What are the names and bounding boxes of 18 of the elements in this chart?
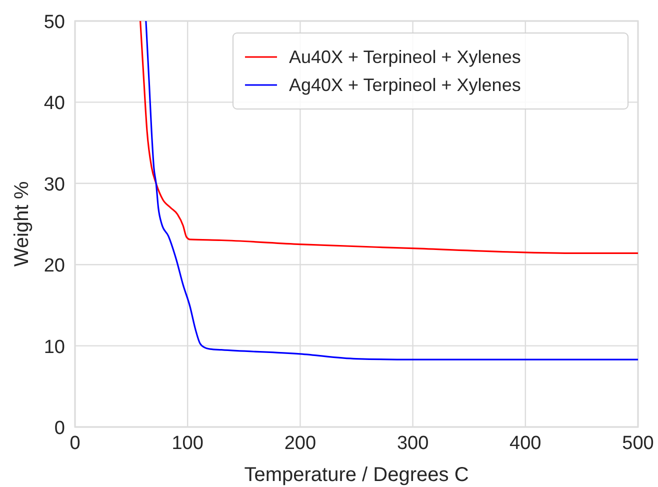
- x-axis-title: Temperature / Degrees C: [244, 464, 469, 486]
- y-tick-label: 10: [44, 336, 65, 358]
- line-series: [140, 21, 638, 254]
- y-tick-label: 50: [44, 12, 65, 33]
- y-axis-title: Weight %: [11, 181, 33, 267]
- y-tick-label: 0: [54, 418, 65, 439]
- legend-label: Au40X + Terpineol + Xylenes: [289, 47, 521, 67]
- x-tick-label: 300: [396, 433, 429, 454]
- x-tick-label: 200: [284, 433, 316, 454]
- x-tick-label: 500: [622, 433, 654, 454]
- x-tick-label: 100: [172, 433, 204, 454]
- y-tick-label: 30: [44, 174, 65, 196]
- line-series: [145, 21, 638, 360]
- x-tick-label: 400: [510, 433, 542, 454]
- x-tick-label: 0: [70, 433, 80, 454]
- legend-label: Ag40X + Terpineol + Xylenes: [289, 75, 521, 95]
- y-tick-label: 40: [44, 93, 65, 114]
- y-tick-label: 20: [44, 256, 65, 277]
